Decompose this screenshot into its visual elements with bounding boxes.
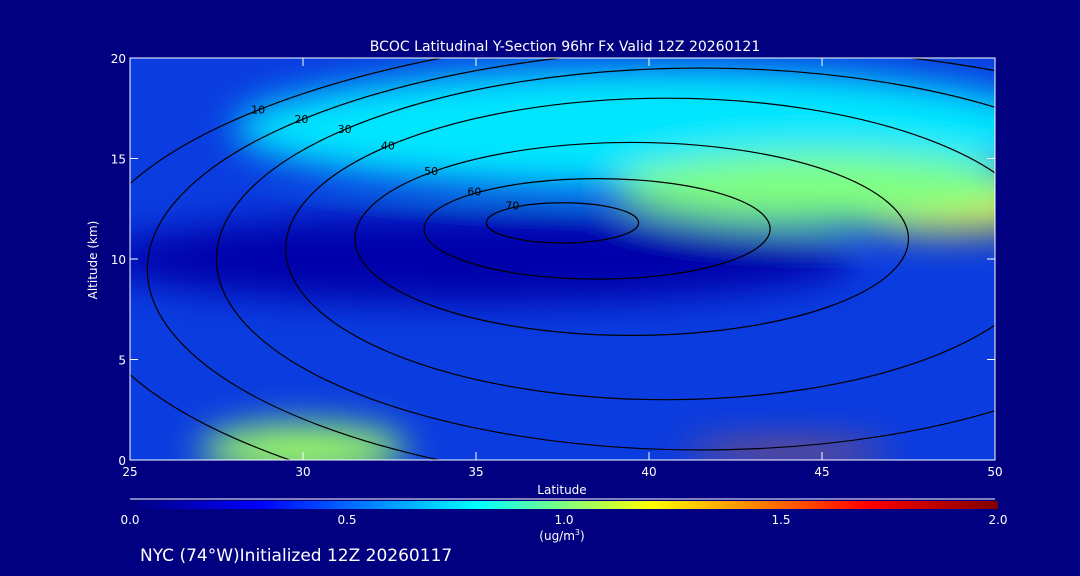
colorbar [130, 501, 998, 509]
y-tick-label: 20 [111, 52, 126, 66]
colorbar-tick-label: 2.0 [988, 513, 1007, 527]
contour-label: 60 [467, 186, 481, 199]
contour-label: 50 [424, 165, 438, 178]
x-axis-label: Latitude [537, 483, 586, 497]
colorbar-tick-label: 1.0 [554, 513, 573, 527]
y-tick-label: 10 [111, 253, 126, 267]
field-region [130, 214, 857, 304]
y-tick-label: 5 [118, 354, 126, 368]
contour-line [216, 67, 995, 451]
field-region [614, 152, 995, 225]
y-tick-label: 15 [111, 153, 126, 167]
contour-line [285, 97, 995, 401]
contour-line [485, 202, 640, 244]
colorbar-tick-label: 0.0 [120, 513, 139, 527]
footer-text: NYC (74°W)Initialized 12Z 20260117 [140, 546, 452, 566]
contour-label: 40 [381, 139, 395, 152]
y-axis-label: Altitude (km) [86, 221, 100, 300]
plot-area: 70 60 50 40 30 20 10 [130, 58, 995, 460]
y-tick-label: 0 [118, 454, 126, 468]
x-tick-label: 25 [122, 465, 137, 479]
contour-line [146, 58, 995, 460]
x-tick-label: 45 [814, 465, 829, 479]
contour-label: 20 [294, 113, 308, 126]
x-tick-label: 30 [295, 465, 310, 479]
field-region [683, 445, 892, 458]
chart-title: BCOC Latitudinal Y-Section 96hr Fx Valid… [370, 39, 760, 55]
contour-label: 30 [338, 123, 352, 136]
contour-label: 10 [251, 103, 265, 116]
colorbar-units: (ug/m3) [539, 528, 584, 543]
colorbar-tick-label: 0.5 [337, 513, 356, 527]
x-tick-label: 35 [468, 465, 483, 479]
x-tick-label: 40 [641, 465, 656, 479]
contour-line [423, 178, 771, 280]
colorbar-tick-label: 1.5 [771, 513, 790, 527]
contour-line [354, 141, 910, 336]
x-tick-label: 50 [987, 465, 1002, 479]
field-region [199, 423, 407, 460]
contour-label: 70 [505, 200, 519, 213]
